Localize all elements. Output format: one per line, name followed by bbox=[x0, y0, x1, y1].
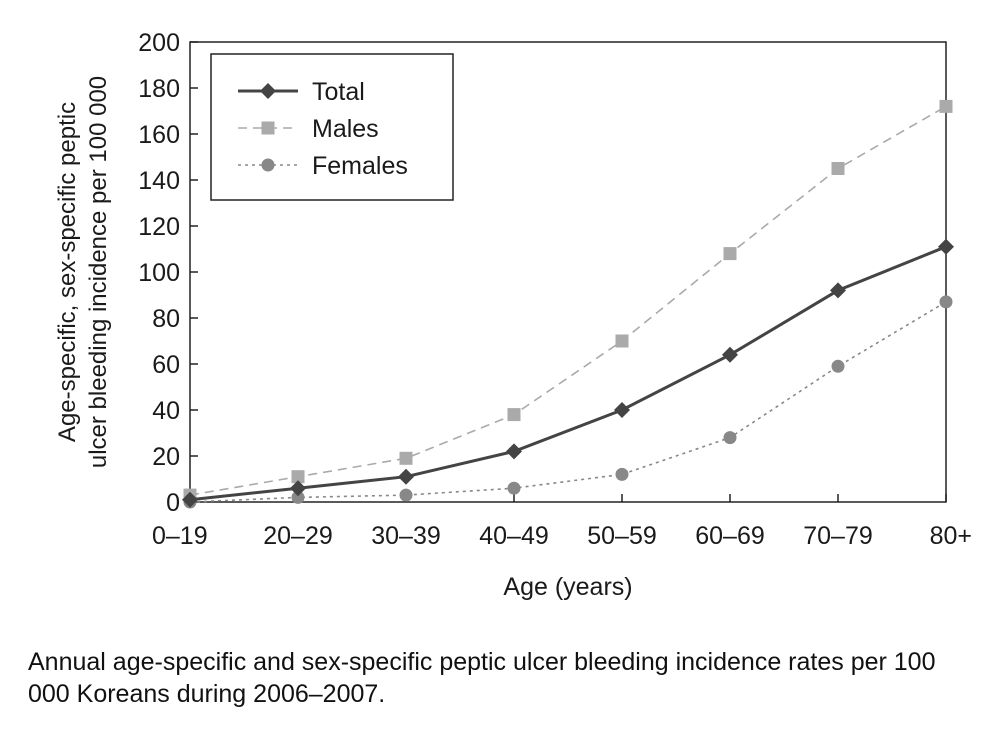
x-tick-label: 20–29 bbox=[263, 522, 333, 550]
series-layer bbox=[182, 99, 954, 509]
y-axis: 0 20 40 60 80 100 120 140 160 180 200 bbox=[138, 29, 198, 517]
x-tick-label: 80+ bbox=[930, 522, 972, 550]
y-tick-label: 60 bbox=[152, 351, 180, 379]
y-tick-label: 20 bbox=[152, 443, 180, 471]
data-point-males bbox=[939, 99, 953, 113]
x-tick-label: 40–49 bbox=[479, 522, 549, 550]
data-point-total bbox=[938, 238, 954, 255]
data-point-females bbox=[507, 481, 521, 495]
series-line-males bbox=[189, 105, 947, 496]
data-point-males bbox=[615, 334, 629, 348]
data-point-males bbox=[507, 408, 521, 422]
legend-label: Total bbox=[312, 78, 365, 106]
data-point-females bbox=[723, 431, 737, 445]
data-point-females bbox=[399, 488, 413, 502]
data-point-total bbox=[182, 491, 198, 508]
y-tick-label: 120 bbox=[138, 213, 180, 241]
y-axis-label-line-2: ulcer bleeding incidence per 100 000 bbox=[85, 76, 112, 468]
data-point-females bbox=[291, 490, 305, 504]
data-point-males bbox=[831, 162, 845, 175]
y-tick-label: 160 bbox=[138, 121, 180, 149]
y-tick-label: 40 bbox=[152, 397, 180, 425]
legend-item-females: Females bbox=[238, 152, 408, 180]
legend-swatch-marker bbox=[260, 83, 276, 99]
legend: Total Males Females bbox=[210, 53, 454, 201]
data-point-females bbox=[939, 295, 953, 309]
legend-item-males: Males bbox=[238, 115, 379, 143]
series-line-total bbox=[189, 245, 947, 502]
data-point-females bbox=[615, 467, 629, 481]
legend-swatch-marker bbox=[261, 158, 275, 172]
legend-label: Males bbox=[312, 115, 379, 143]
data-point-total bbox=[830, 282, 846, 299]
y-tick-label: 140 bbox=[138, 167, 180, 195]
legend-box bbox=[210, 53, 454, 201]
data-point-males bbox=[399, 451, 413, 465]
y-tick-label: 180 bbox=[138, 75, 180, 103]
x-tick-label: 30–39 bbox=[371, 522, 441, 550]
y-tick-label: 0 bbox=[166, 489, 180, 517]
x-tick-label: 50–59 bbox=[587, 522, 657, 550]
x-tick-label: 70–79 bbox=[803, 522, 873, 550]
x-axis: 0–19 20–29 30–39 40–49 50–59 60–69 70–79 80+ bbox=[152, 494, 972, 550]
data-point-total bbox=[398, 468, 414, 485]
y-tick-label: 100 bbox=[138, 259, 180, 287]
data-point-total bbox=[614, 402, 630, 418]
x-tick-label: 60–69 bbox=[695, 522, 765, 550]
series-line-females bbox=[189, 301, 947, 503]
line-chart: 0 20 40 60 80 100 120 140 160 180 200 0–19 20–29 30–… bbox=[54, 29, 972, 601]
legend-swatch-marker bbox=[261, 121, 275, 135]
series-total bbox=[182, 238, 954, 508]
data-point-total bbox=[506, 443, 522, 460]
legend-item-total: Total bbox=[238, 78, 365, 106]
y-axis-label-line-1: Age-specific, sex-specific peptic bbox=[54, 102, 81, 442]
figure-caption: Annual age-specific and sex-specific pep… bbox=[28, 648, 936, 708]
x-tick-label: 0–19 bbox=[152, 522, 208, 550]
data-point-females bbox=[831, 359, 845, 373]
data-point-males bbox=[723, 247, 737, 261]
x-axis-label: Age (years) bbox=[503, 573, 632, 601]
data-point-total bbox=[722, 346, 738, 363]
y-tick-label: 80 bbox=[152, 305, 180, 333]
data-point-males bbox=[291, 470, 305, 484]
data-point-total bbox=[290, 480, 306, 497]
y-tick-label: 200 bbox=[138, 29, 180, 57]
legend-label: Females bbox=[312, 152, 408, 180]
